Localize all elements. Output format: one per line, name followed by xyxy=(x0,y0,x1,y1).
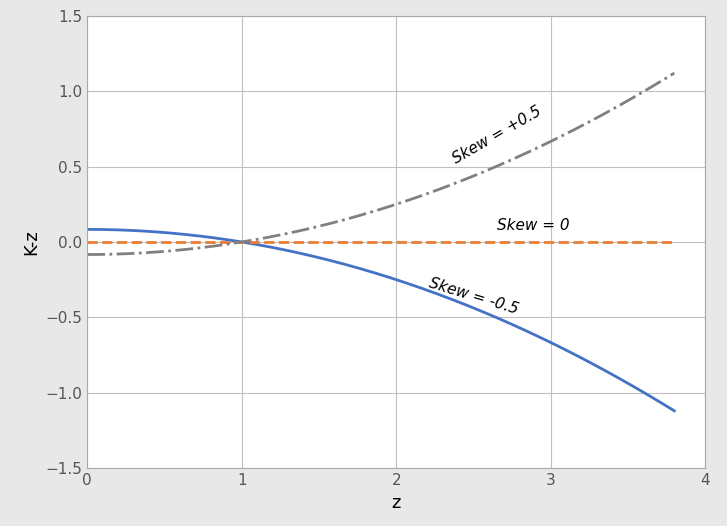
Text: Skew = -0.5: Skew = -0.5 xyxy=(427,276,521,317)
Text: Skew = 0: Skew = 0 xyxy=(497,218,569,233)
Y-axis label: K-z: K-z xyxy=(22,229,40,255)
Text: Skew = +0.5: Skew = +0.5 xyxy=(450,104,545,167)
X-axis label: z: z xyxy=(392,493,401,512)
